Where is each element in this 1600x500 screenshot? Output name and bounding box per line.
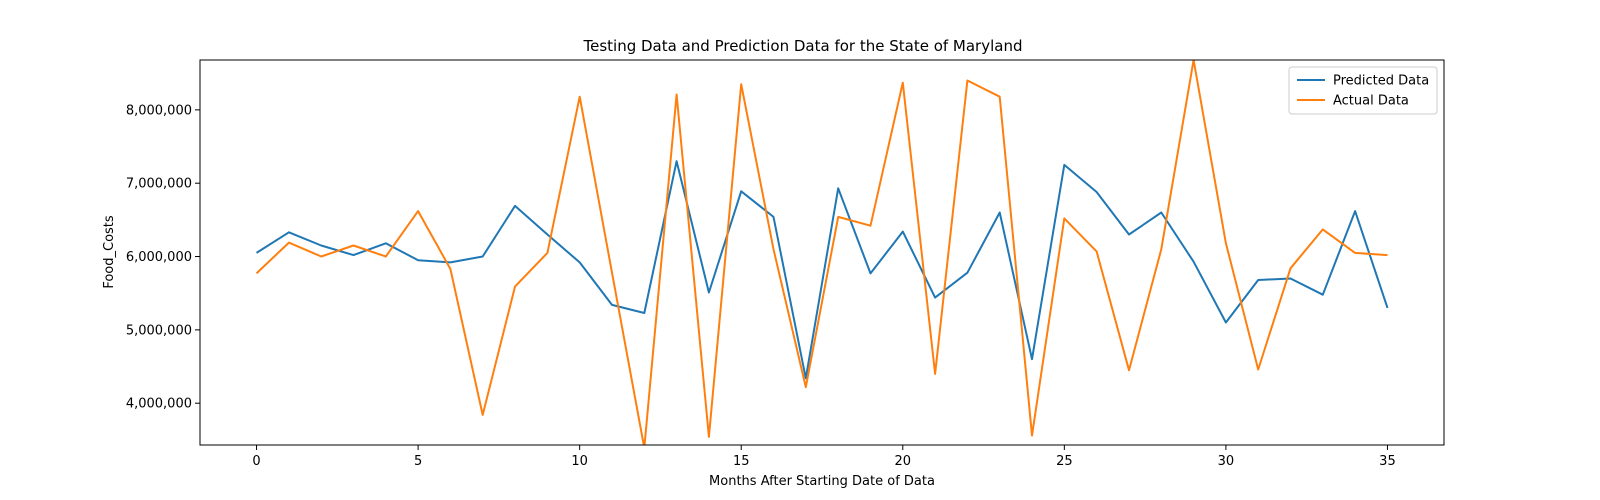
legend-label-predicted: Predicted Data — [1333, 74, 1429, 89]
y-tick-label: 7,000,000 — [126, 177, 192, 192]
series-line-predicted — [255, 160, 1389, 380]
legend-label-actual: Actual Data — [1333, 94, 1409, 109]
legend: Predicted Data Actual Data — [1288, 66, 1438, 115]
x-tick-label: 15 — [733, 454, 750, 469]
x-tick-label: 5 — [414, 454, 422, 469]
x-tick-label: 30 — [1218, 454, 1235, 469]
x-tick-label: 10 — [571, 454, 588, 469]
plot-area — [255, 60, 1389, 445]
legend-box — [1288, 66, 1438, 115]
x-tick-label: 0 — [252, 454, 260, 469]
series-line-actual — [255, 60, 1388, 445]
y-tick-label: 4,000,000 — [126, 397, 192, 412]
y-axis: 4,000,000 5,000,000 6,000,000 7,000,000 8,00… — [126, 103, 200, 412]
y-tick-label: 5,000,000 — [126, 323, 192, 338]
x-tick-label: 20 — [895, 454, 912, 469]
chart-title: Testing Data and Prediction Data for the… — [583, 37, 1023, 55]
x-tick-label: 25 — [1056, 454, 1073, 469]
y-axis-label: Food_Costs — [102, 215, 117, 289]
axes-frame — [199, 59, 1445, 446]
x-axis: 0 5 10 15 20 25 30 35 — [252, 445, 1396, 469]
y-tick-label: 6,000,000 — [126, 250, 192, 265]
y-tick-label: 8,000,000 — [126, 103, 192, 118]
x-tick-label: 35 — [1379, 454, 1396, 469]
x-axis-label: Months After Starting Date of Data — [709, 474, 935, 489]
